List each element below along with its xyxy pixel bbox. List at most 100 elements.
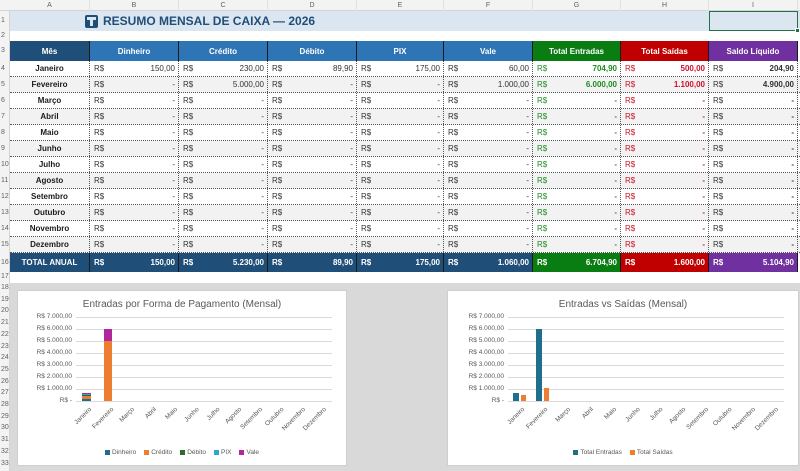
column-header-B[interactable]: B <box>90 0 179 11</box>
money-cell[interactable]: R$ - <box>179 93 268 108</box>
legend-item-vale[interactable]: Vale <box>239 449 259 456</box>
money-cell[interactable]: R$ - <box>357 221 444 236</box>
row-header-11[interactable]: 11 <box>1 177 9 184</box>
money-cell[interactable]: R$ - <box>357 109 444 124</box>
money-cell[interactable]: R$ - <box>90 109 179 124</box>
money-cell[interactable]: R$ - <box>533 189 621 204</box>
money-cell[interactable]: R$ - <box>268 173 357 188</box>
month-cell[interactable]: Setembro <box>10 189 90 204</box>
money-cell[interactable]: R$ - <box>357 173 444 188</box>
column-header-G[interactable]: G <box>533 0 621 11</box>
month-cell[interactable]: Junho <box>10 141 90 156</box>
money-cell[interactable]: R$ - <box>533 205 621 220</box>
money-cell[interactable]: R$ - <box>179 173 268 188</box>
money-cell[interactable]: R$ - <box>621 141 709 156</box>
row-header-9[interactable]: 9 <box>1 145 5 152</box>
money-cell[interactable]: R$ - <box>90 205 179 220</box>
legend-item-total-entradas[interactable]: Total Entradas <box>573 449 622 456</box>
money-cell[interactable]: R$ 1.100,00 <box>621 77 709 92</box>
money-cell[interactable]: R$ - <box>268 221 357 236</box>
money-cell[interactable]: R$ - <box>709 173 798 188</box>
row-header-23[interactable]: 23 <box>1 342 9 350</box>
money-cell[interactable]: R$ - <box>268 237 357 252</box>
money-cell[interactable]: R$ 230,00 <box>179 61 268 76</box>
money-cell[interactable]: R$ 175,00 <box>357 253 444 272</box>
money-cell[interactable]: R$ - <box>709 237 798 252</box>
row-header-4[interactable]: 4 <box>1 65 5 72</box>
row-header-19[interactable]: 19 <box>1 295 9 303</box>
month-cell[interactable]: Dezembro <box>10 237 90 252</box>
title-row[interactable]: RESUMO MENSAL DE CAIXA — 2026 <box>10 11 800 33</box>
money-cell[interactable]: R$ 6.000,00 <box>533 77 621 92</box>
bar-crédito[interactable] <box>82 396 91 400</box>
money-cell[interactable]: R$ - <box>90 141 179 156</box>
money-cell[interactable]: R$ 1.060,00 <box>444 253 533 272</box>
bar-total-saídas[interactable] <box>543 387 550 401</box>
row-header-33[interactable]: 33 <box>1 459 9 467</box>
row-header-3[interactable]: 3 <box>1 47 5 54</box>
money-cell[interactable]: R$ 1.600,00 <box>621 253 709 272</box>
header-total-entradas[interactable]: Total Entradas <box>533 41 621 61</box>
money-cell[interactable]: R$ - <box>709 125 798 140</box>
column-header-A[interactable]: A <box>10 0 90 11</box>
bar-vale[interactable] <box>103 329 113 341</box>
money-cell[interactable]: R$ - <box>533 93 621 108</box>
row-header-8[interactable]: 8 <box>1 129 5 136</box>
row-header-27[interactable]: 27 <box>1 389 9 397</box>
money-cell[interactable]: R$ - <box>90 173 179 188</box>
row-header-6[interactable]: 6 <box>1 97 5 104</box>
month-cell[interactable]: Janeiro <box>10 61 90 76</box>
money-cell[interactable]: R$ - <box>621 189 709 204</box>
money-cell[interactable]: R$ - <box>444 93 533 108</box>
header-saldo-líquido[interactable]: Saldo Líquido <box>709 41 798 61</box>
month-cell[interactable]: Outubro <box>10 205 90 220</box>
money-cell[interactable]: R$ - <box>444 221 533 236</box>
money-cell[interactable]: R$ - <box>268 157 357 172</box>
row-header-20[interactable]: 20 <box>1 307 9 315</box>
legend-item-crédito[interactable]: Crédito <box>144 449 172 456</box>
column-header-D[interactable]: D <box>268 0 357 11</box>
money-cell[interactable]: R$ - <box>179 109 268 124</box>
chart-entradas-vs-saidas[interactable]: Entradas vs Saídas (Mensal) R$ 7.000,00 R$… <box>447 290 799 466</box>
money-cell[interactable]: R$ - <box>90 157 179 172</box>
money-cell[interactable]: R$ 5.230,00 <box>179 253 268 272</box>
money-cell[interactable]: R$ - <box>268 205 357 220</box>
money-cell[interactable]: R$ - <box>709 109 798 124</box>
column-header-F[interactable]: F <box>444 0 533 11</box>
month-cell[interactable]: Maio <box>10 125 90 140</box>
money-cell[interactable]: R$ 150,00 <box>90 61 179 76</box>
row-header-5[interactable]: 5 <box>1 81 5 88</box>
column-header-C[interactable]: C <box>179 0 268 11</box>
money-cell[interactable]: R$ - <box>621 157 709 172</box>
legend-item-dinheiro[interactable]: Dinheiro <box>105 449 136 456</box>
row-header-16[interactable]: 16 <box>1 259 9 266</box>
money-cell[interactable]: R$ - <box>179 125 268 140</box>
money-cell[interactable]: R$ - <box>533 173 621 188</box>
row-header-25[interactable]: 25 <box>1 365 9 373</box>
month-cell[interactable]: Agosto <box>10 173 90 188</box>
fill-handle[interactable] <box>795 28 800 33</box>
row-header-13[interactable]: 13 <box>1 209 9 216</box>
money-cell[interactable]: R$ - <box>357 157 444 172</box>
money-cell[interactable]: R$ - <box>444 125 533 140</box>
total-label[interactable]: TOTAL ANUAL <box>10 253 90 272</box>
row-header-14[interactable]: 14 <box>1 225 9 232</box>
month-cell[interactable]: Julho <box>10 157 90 172</box>
money-cell[interactable]: R$ - <box>709 157 798 172</box>
row-header-2[interactable]: 2 <box>1 32 5 39</box>
cell-grid[interactable]: RESUMO MENSAL DE CAIXA — 2026 Mês Dinheir… <box>10 11 800 471</box>
money-cell[interactable]: R$ - <box>709 93 798 108</box>
money-cell[interactable]: R$ - <box>621 237 709 252</box>
legend-item-débito[interactable]: Débito <box>180 449 206 456</box>
money-cell[interactable]: R$ - <box>533 109 621 124</box>
money-cell[interactable]: R$ - <box>90 93 179 108</box>
row-header-21[interactable]: 21 <box>1 319 9 327</box>
money-cell[interactable]: R$ 1.000,00 <box>444 77 533 92</box>
money-cell[interactable]: R$ - <box>444 237 533 252</box>
bar-vale[interactable] <box>82 392 91 394</box>
header-pix[interactable]: PIX <box>357 41 444 61</box>
money-cell[interactable]: R$ - <box>357 93 444 108</box>
row-header-24[interactable]: 24 <box>1 354 9 362</box>
money-cell[interactable]: R$ - <box>444 141 533 156</box>
money-cell[interactable]: R$ - <box>709 221 798 236</box>
